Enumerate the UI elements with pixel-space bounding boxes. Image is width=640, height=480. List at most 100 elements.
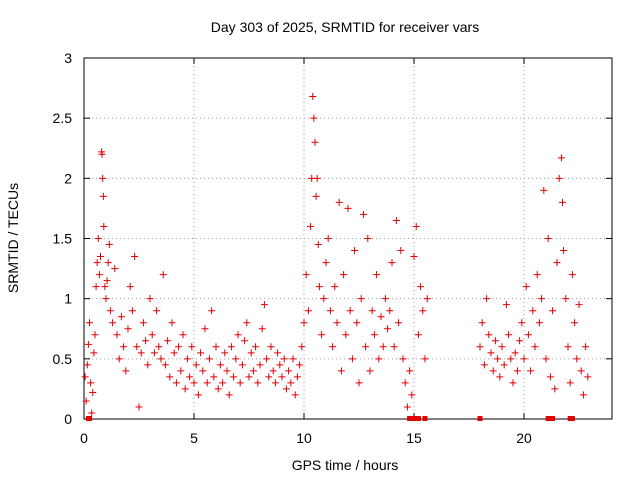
data-point	[502, 301, 510, 309]
data-point	[249, 367, 257, 375]
data-point	[155, 343, 163, 351]
data-point	[194, 391, 202, 399]
data-point	[505, 331, 513, 339]
data-point	[223, 367, 231, 375]
data-point	[278, 373, 286, 381]
x-tick-label: 10	[296, 430, 312, 446]
data-point	[386, 307, 394, 315]
data-point	[417, 283, 425, 291]
data-point	[192, 361, 200, 369]
data-point	[412, 222, 420, 230]
data-point	[260, 301, 268, 309]
data-point	[368, 307, 376, 315]
data-point	[232, 355, 240, 363]
data-point	[102, 295, 110, 303]
data-point	[351, 247, 359, 255]
data-point	[148, 331, 156, 339]
data-point	[353, 319, 361, 327]
data-point	[280, 355, 288, 363]
data-point	[355, 379, 363, 387]
data-point	[538, 295, 546, 303]
data-point	[575, 301, 583, 309]
data-point	[302, 271, 310, 279]
data-point	[410, 253, 418, 261]
data-point	[216, 361, 224, 369]
data-point	[197, 349, 205, 357]
data-point	[219, 379, 227, 387]
data-point	[139, 319, 147, 327]
data-point	[408, 391, 416, 399]
data-point	[238, 361, 246, 369]
data-point	[307, 222, 315, 230]
data-point	[555, 174, 563, 182]
data-point	[403, 403, 411, 411]
data-point	[104, 259, 112, 267]
chart-title: Day 303 of 2025, SRMTID for receiver var…	[211, 19, 479, 35]
data-point	[291, 391, 299, 399]
data-point	[551, 385, 559, 393]
data-point	[364, 235, 372, 242]
data-point	[161, 361, 169, 369]
data-point	[377, 313, 385, 321]
data-point	[128, 307, 136, 315]
data-point	[507, 355, 515, 363]
data-point	[553, 259, 561, 267]
y-tick-label: 0.5	[53, 351, 73, 367]
data-point	[560, 247, 568, 255]
data-point	[84, 340, 92, 348]
data-point	[483, 295, 491, 303]
x-tick-label: 5	[190, 430, 198, 446]
data-point	[210, 373, 218, 381]
data-point	[357, 295, 365, 303]
grid-lines	[84, 58, 612, 419]
data-point	[494, 355, 502, 363]
data-point	[157, 355, 165, 363]
data-point	[520, 355, 528, 363]
data-point	[282, 385, 290, 393]
data-point	[344, 204, 352, 212]
data-point	[518, 319, 526, 327]
data-point	[227, 343, 235, 351]
data-point	[263, 355, 271, 363]
data-point	[98, 150, 106, 158]
data-point	[135, 403, 143, 411]
data-point	[83, 361, 91, 369]
data-point	[320, 295, 328, 303]
data-point	[212, 343, 220, 351]
data-point	[203, 379, 211, 387]
data-point	[414, 331, 422, 339]
data-point	[533, 271, 541, 279]
data-point	[582, 343, 590, 351]
data-point	[170, 349, 178, 357]
data-point	[577, 367, 585, 375]
data-point	[381, 295, 389, 303]
data-point	[230, 373, 238, 381]
data-point	[99, 192, 107, 200]
data-point	[95, 271, 103, 279]
data-point	[159, 271, 167, 279]
data-point	[137, 349, 145, 357]
data-point	[333, 319, 341, 327]
data-point	[324, 235, 332, 242]
data-point	[362, 343, 370, 351]
zero-marker	[550, 416, 556, 421]
data-point	[92, 283, 100, 291]
data-point	[190, 379, 198, 387]
data-point	[535, 319, 543, 327]
data-point	[487, 349, 495, 357]
data-point	[540, 186, 548, 194]
data-point	[379, 343, 387, 351]
data-point	[342, 331, 350, 339]
data-point	[164, 337, 172, 345]
data-point	[274, 349, 282, 357]
data-point	[390, 343, 398, 351]
data-point	[542, 355, 550, 363]
data-point	[423, 295, 431, 303]
data-point	[370, 331, 378, 339]
data-point	[252, 343, 260, 351]
data-point	[480, 361, 488, 369]
zero-marker	[569, 416, 575, 421]
data-point	[310, 114, 318, 122]
data-point	[101, 283, 109, 291]
